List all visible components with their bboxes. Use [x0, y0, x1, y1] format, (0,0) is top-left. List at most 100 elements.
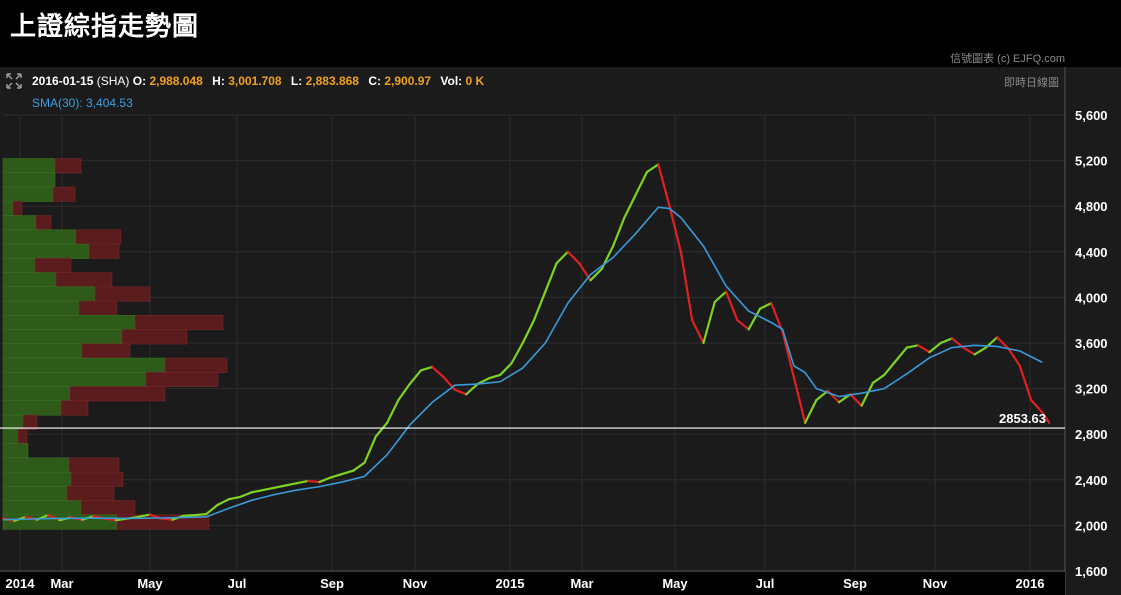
ohlc-symbol: (SHA) [96, 74, 130, 88]
price-segment [284, 482, 298, 487]
volume-profile-up-bar [2, 158, 56, 174]
price-segment [1018, 364, 1033, 402]
price-segment [419, 365, 434, 372]
price-segment [736, 319, 750, 331]
price-segment [465, 382, 479, 396]
price-segment [193, 512, 208, 517]
price-segment [363, 435, 377, 464]
price-segment [883, 360, 897, 377]
volume-profile-up-bar [2, 258, 36, 274]
volume-profile-up-bar [2, 315, 136, 331]
price-segment [679, 250, 694, 322]
x-tick-label: 2014 [6, 576, 36, 591]
chart-credit: 信號圖表 (c) EJFQ.com [950, 53, 1065, 65]
price-segment [804, 398, 818, 424]
price-segment [306, 479, 321, 484]
ohlc-close: 2,900.97 [384, 74, 432, 88]
volume-profile-down-bar [80, 500, 136, 516]
x-tick-label: Nov [923, 576, 948, 591]
price-segment [860, 381, 875, 407]
volume-profile-down-bar [66, 486, 115, 502]
y-tick-label: 5,200 [1075, 154, 1108, 169]
volume-profile-up-bar [2, 201, 14, 217]
price-segment [408, 369, 423, 386]
volume-profile-down-bar [75, 229, 122, 245]
price-segment [634, 170, 649, 196]
price-segment [374, 421, 389, 438]
price-segment [566, 250, 581, 265]
volume-profile-up-bar [2, 215, 37, 231]
price-segment [250, 488, 264, 494]
price-segment [962, 346, 976, 356]
volume-profile-up-bar [2, 400, 62, 416]
sma-label: SMA(30): [32, 96, 83, 110]
price-segment [318, 476, 332, 484]
volume-profile-down-bar [17, 429, 28, 445]
price-segment [261, 486, 276, 492]
ohlc-close-label: C: [368, 74, 381, 88]
price-segment [713, 290, 728, 304]
price-segment [239, 491, 253, 498]
price-segment [792, 376, 807, 424]
x-tick-label: Sep [843, 576, 867, 591]
expand-icon[interactable] [4, 71, 24, 91]
volume-profile-down-bar [35, 215, 52, 231]
volume-profile-down-bar [34, 258, 72, 274]
price-segment [205, 503, 219, 516]
volume-profile-down-bar [55, 272, 113, 288]
volume-profile-down-bar [70, 471, 124, 487]
price-segment [160, 517, 174, 521]
price-segment [544, 262, 558, 293]
volume-profile-down-bar [121, 329, 188, 345]
price-segment [182, 514, 197, 517]
volume-profile-down-bar [12, 201, 23, 217]
price-segment [702, 300, 716, 345]
price-segment [996, 336, 1010, 350]
volume-profile-down-bar [22, 414, 38, 430]
price-segment [928, 341, 942, 354]
volume-profile-down-bar [94, 286, 151, 302]
price-segment [973, 346, 988, 356]
y-tick-label: 3,200 [1075, 382, 1108, 397]
y-tick-label: 1,600 [1075, 564, 1108, 579]
price-segment [849, 393, 863, 407]
y-tick-label: 4,400 [1075, 245, 1108, 260]
price-segment [555, 250, 569, 265]
x-tick-label: 2016 [1016, 576, 1045, 591]
y-tick-label: 2,000 [1075, 518, 1108, 533]
x-axis-band [0, 572, 1065, 595]
price-segment [352, 461, 366, 472]
volume-profile-up-bar [2, 500, 82, 516]
price-segment [691, 319, 705, 345]
price-segment [137, 513, 151, 518]
x-tick-label: May [137, 576, 163, 591]
price-segment [724, 290, 739, 322]
price-segment [442, 376, 457, 391]
price-segment [340, 469, 355, 476]
x-tick-label: 2015 [496, 576, 525, 591]
price-segment [273, 484, 287, 489]
volume-profile-up-bar [2, 386, 71, 402]
price-segment [668, 205, 682, 253]
price-segment [216, 498, 231, 506]
ohlc-volume: 0 K [465, 74, 485, 88]
price-segment [453, 388, 468, 396]
price-segment [1007, 347, 1021, 367]
volume-profile-up-bar [2, 329, 123, 345]
price-segment [295, 479, 310, 485]
volume-profile-up-bar [2, 486, 68, 502]
price-segment [871, 373, 886, 384]
price-segment [499, 362, 513, 377]
price-segment [487, 373, 502, 380]
x-tick-label: Mar [50, 576, 73, 591]
sma-line [2, 206, 1043, 521]
x-tick-label: May [662, 576, 688, 591]
volume-profile-down-bar [68, 457, 120, 473]
volume-profile-down-bar [81, 343, 131, 359]
volume-profile-down-bar [54, 158, 82, 174]
price-segment [758, 302, 773, 310]
price-segment [770, 302, 784, 333]
x-tick-label: Mar [570, 576, 593, 591]
